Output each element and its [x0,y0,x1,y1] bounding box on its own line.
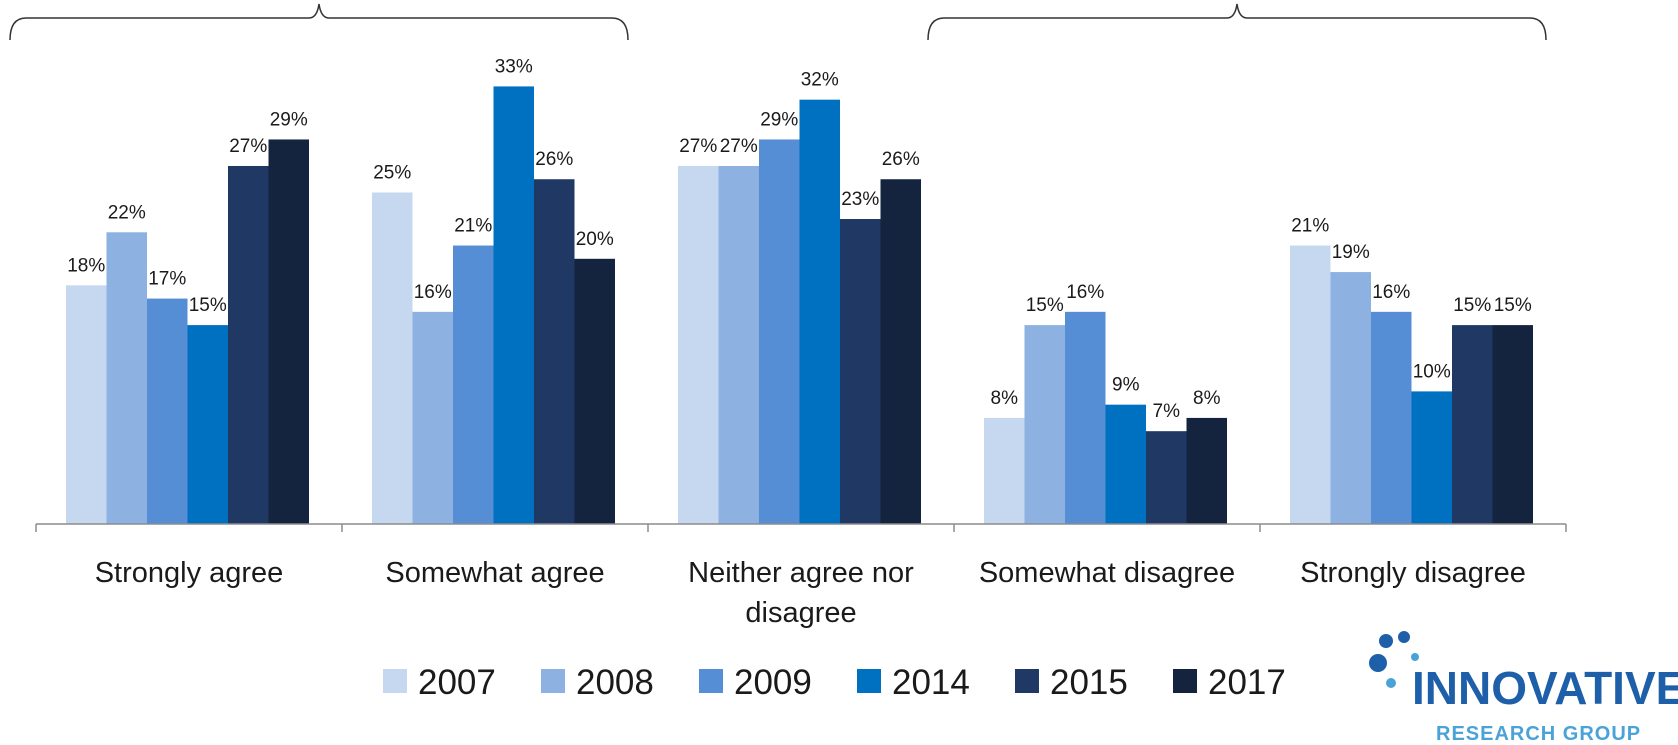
logo-dot-icon [1369,654,1387,672]
x-axis [35,523,1567,532]
data-label: 20% [576,229,614,250]
category-label: Neither agree nor [688,557,914,589]
bar-2017-4 [1492,325,1533,524]
bar-2009-1 [453,245,494,525]
bar-2014-4 [1411,391,1452,524]
data-label: 15% [189,295,227,316]
category-labels: Strongly agree Somewhat agree Neither agre… [95,557,1526,629]
data-label: 16% [1372,282,1410,303]
bar-2007-4 [1290,245,1331,525]
legend-label: 2008 [576,663,654,702]
legend-swatch [1015,669,1039,693]
data-label: 21% [1291,216,1329,237]
data-label: 15% [1453,295,1491,316]
innovative-logo: INNOVATIVE RESEARCH GROUP [1369,631,1678,745]
bar-2015-0 [228,165,269,525]
bar-2008-3 [1024,325,1065,524]
bar-2007-3 [984,417,1025,524]
legend-swatch [1173,669,1197,693]
bar-2014-1 [493,86,534,525]
bar-2017-2 [880,179,921,525]
legend-label: 2015 [1050,663,1128,702]
bar-2017-3 [1186,417,1227,524]
bar-2017-0 [268,139,309,524]
legend-swatch [383,669,407,693]
legend-label: 2009 [734,663,812,702]
legend-label: 2007 [418,663,496,702]
group-bracket [9,3,629,41]
data-label: 25% [373,163,411,184]
bar-2009-2 [759,139,800,524]
data-label: 23% [841,189,879,210]
data-label: 27% [229,136,267,157]
data-label: 22% [108,202,146,223]
data-label: 29% [270,109,308,130]
bar-2007-0 [66,285,107,524]
value-labels-layer: 18%22%17%15%27%29%25%16%21%33%26%20%27% 2… [67,56,1532,422]
bar-2007-2 [678,165,719,525]
category-label: Strongly agree [95,557,284,589]
bar-2008-4 [1330,272,1371,524]
legend-label: 2017 [1208,663,1286,702]
data-label: 7% [1153,401,1181,422]
legend-swatch [857,669,881,693]
group-brackets [9,3,1547,41]
legend-swatch [699,669,723,693]
data-label: 26% [535,149,573,170]
logo-dot-icon [1379,634,1393,648]
category-label: Somewhat agree [385,557,604,589]
data-label: 8% [991,388,1019,409]
bar-2017-1 [574,258,615,524]
data-label: 21% [454,216,492,237]
bar-2014-2 [799,99,840,525]
bar-2008-1 [412,311,453,524]
data-label: 27% [720,136,758,157]
legend-swatch [541,669,565,693]
data-label: 15% [1026,295,1064,316]
data-label: 27% [679,136,717,157]
bar-2014-3 [1105,404,1146,524]
data-label: 29% [760,109,798,130]
group-bracket [927,3,1547,41]
data-label: 18% [67,255,105,276]
data-label: 9% [1112,375,1140,396]
data-label: 8% [1193,388,1221,409]
category-label: Somewhat disagree [979,557,1235,589]
bar-2015-1 [534,179,575,525]
bar-2009-0 [147,298,188,524]
data-label: 16% [1066,282,1104,303]
logo-dot-icon [1411,653,1419,661]
category-label: Strongly disagree [1300,557,1526,589]
bar-2008-0 [106,232,147,524]
bar-2009-4 [1371,311,1412,524]
legend: 2007 2008 2009 2014 2015 2017 [383,663,1286,702]
data-label: 19% [1332,242,1370,263]
logo-subtitle: RESEARCH GROUP [1436,723,1641,745]
data-label: 10% [1413,361,1451,382]
data-label: 17% [148,269,186,290]
bars-layer [66,86,1533,525]
logo-name: INNOVATIVE [1412,662,1678,714]
bar-2015-3 [1146,431,1187,524]
bar-2015-4 [1452,325,1493,524]
data-label: 26% [882,149,920,170]
bar-2009-3 [1065,311,1106,524]
data-label: 16% [414,282,452,303]
bar-2008-2 [718,165,759,525]
legend-label: 2014 [892,663,970,702]
data-label: 32% [801,70,839,91]
data-label: 15% [1494,295,1532,316]
logo-dot-icon [1386,678,1396,688]
data-label: 33% [495,56,533,77]
category-label: disagree [745,597,856,629]
bar-2014-0 [187,325,228,524]
logo-dot-icon [1398,631,1410,643]
bar-2015-2 [840,219,881,524]
bar-2007-1 [372,192,413,524]
